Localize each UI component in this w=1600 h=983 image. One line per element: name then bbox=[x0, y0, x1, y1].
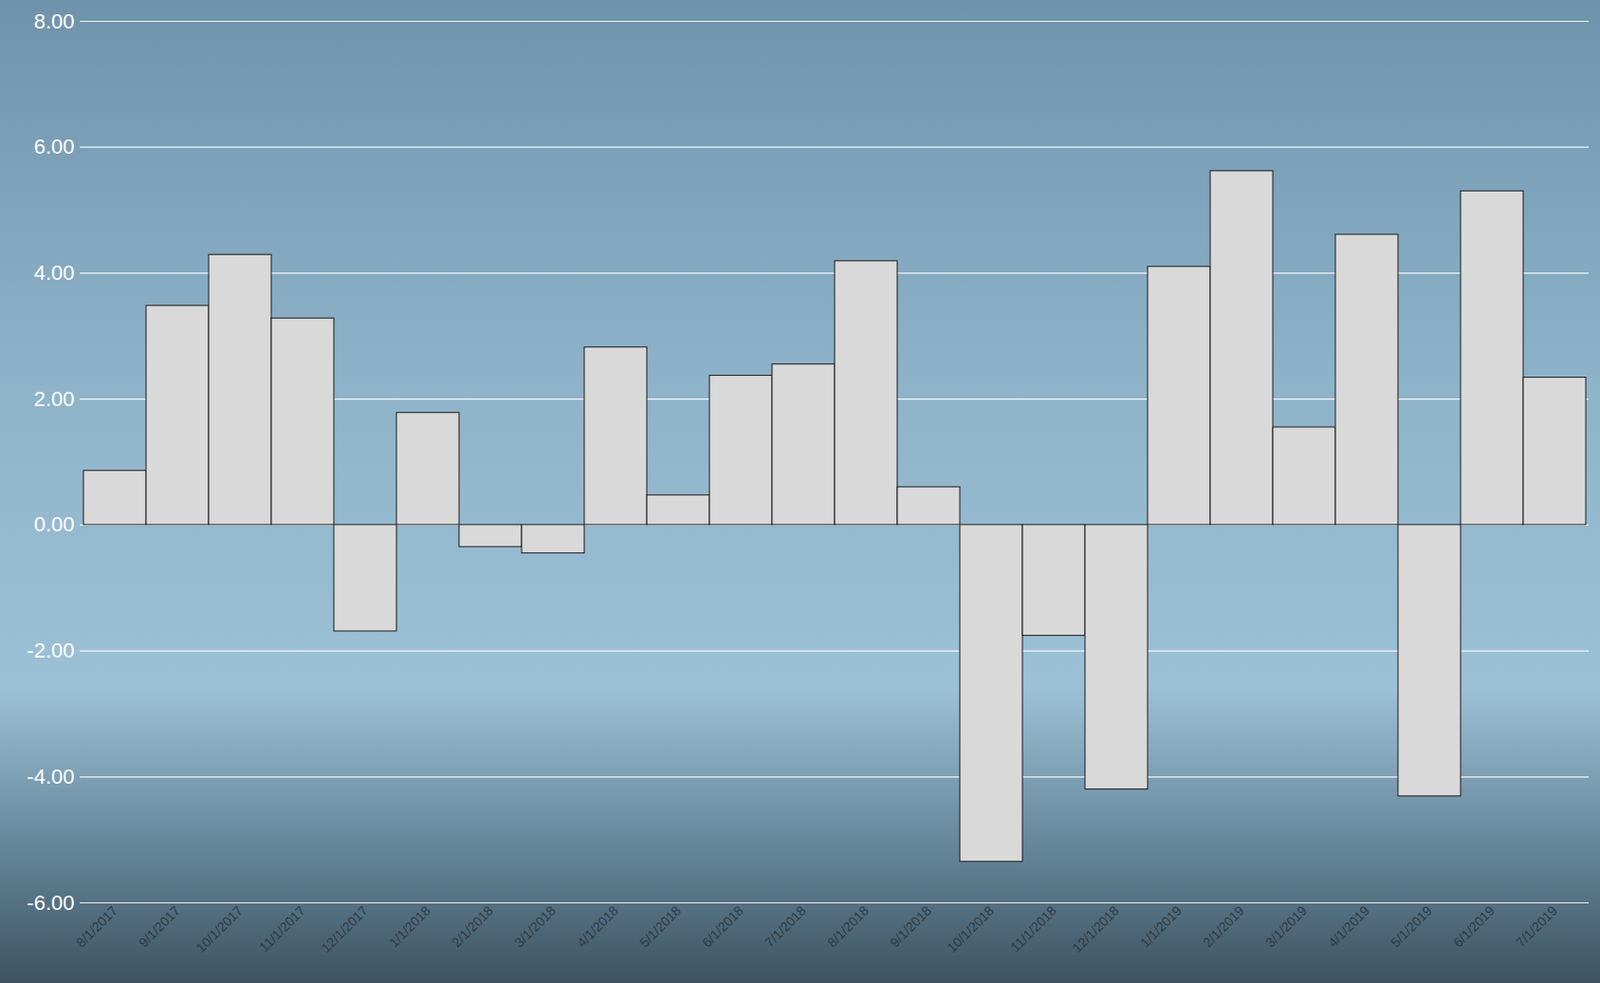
svg-text:9/1/2018: 9/1/2018 bbox=[886, 901, 935, 950]
svg-text:0.00: 0.00 bbox=[34, 512, 75, 536]
svg-text:3/1/2019: 3/1/2019 bbox=[1262, 901, 1310, 950]
svg-text:5/1/2018: 5/1/2018 bbox=[636, 901, 684, 950]
svg-text:6/1/2019: 6/1/2019 bbox=[1450, 901, 1498, 950]
svg-text:3/1/2018: 3/1/2018 bbox=[511, 901, 559, 950]
svg-text:7/1/2019: 7/1/2019 bbox=[1512, 901, 1561, 950]
svg-text:-4.00: -4.00 bbox=[26, 764, 74, 789]
svg-text:5/1/2019: 5/1/2019 bbox=[1387, 901, 1435, 950]
svg-text:8/1/2017: 8/1/2017 bbox=[73, 901, 121, 950]
svg-text:4/1/2018: 4/1/2018 bbox=[573, 901, 622, 950]
svg-text:9/1/2017: 9/1/2017 bbox=[135, 901, 184, 950]
svg-text:-6.00: -6.00 bbox=[26, 890, 74, 915]
svg-text:1/1/2018: 1/1/2018 bbox=[386, 901, 434, 950]
svg-text:7/1/2018: 7/1/2018 bbox=[761, 901, 810, 950]
svg-text:8.00: 8.00 bbox=[34, 9, 75, 34]
svg-text:6/1/2018: 6/1/2018 bbox=[698, 901, 747, 950]
svg-text:11/1/2018: 11/1/2018 bbox=[1007, 901, 1060, 955]
svg-text:11/1/2017: 11/1/2017 bbox=[256, 901, 309, 955]
svg-text:2/1/2019: 2/1/2019 bbox=[1199, 901, 1248, 950]
svg-text:2.00: 2.00 bbox=[34, 386, 75, 411]
svg-text:10/1/2017: 10/1/2017 bbox=[192, 901, 246, 956]
svg-text:1/1/2019: 1/1/2019 bbox=[1137, 901, 1185, 950]
svg-text:4.00: 4.00 bbox=[34, 260, 75, 285]
svg-text:-2.00: -2.00 bbox=[26, 638, 74, 663]
svg-text:12/1/2018: 12/1/2018 bbox=[1068, 901, 1122, 956]
svg-text:4/1/2019: 4/1/2019 bbox=[1324, 901, 1373, 950]
svg-text:10/1/2018: 10/1/2018 bbox=[943, 901, 997, 956]
svg-text:6.00: 6.00 bbox=[34, 134, 75, 159]
svg-text:2/1/2018: 2/1/2018 bbox=[448, 901, 497, 950]
svg-text:12/1/2017: 12/1/2017 bbox=[317, 901, 371, 956]
svg-text:8/1/2018: 8/1/2018 bbox=[824, 901, 872, 950]
